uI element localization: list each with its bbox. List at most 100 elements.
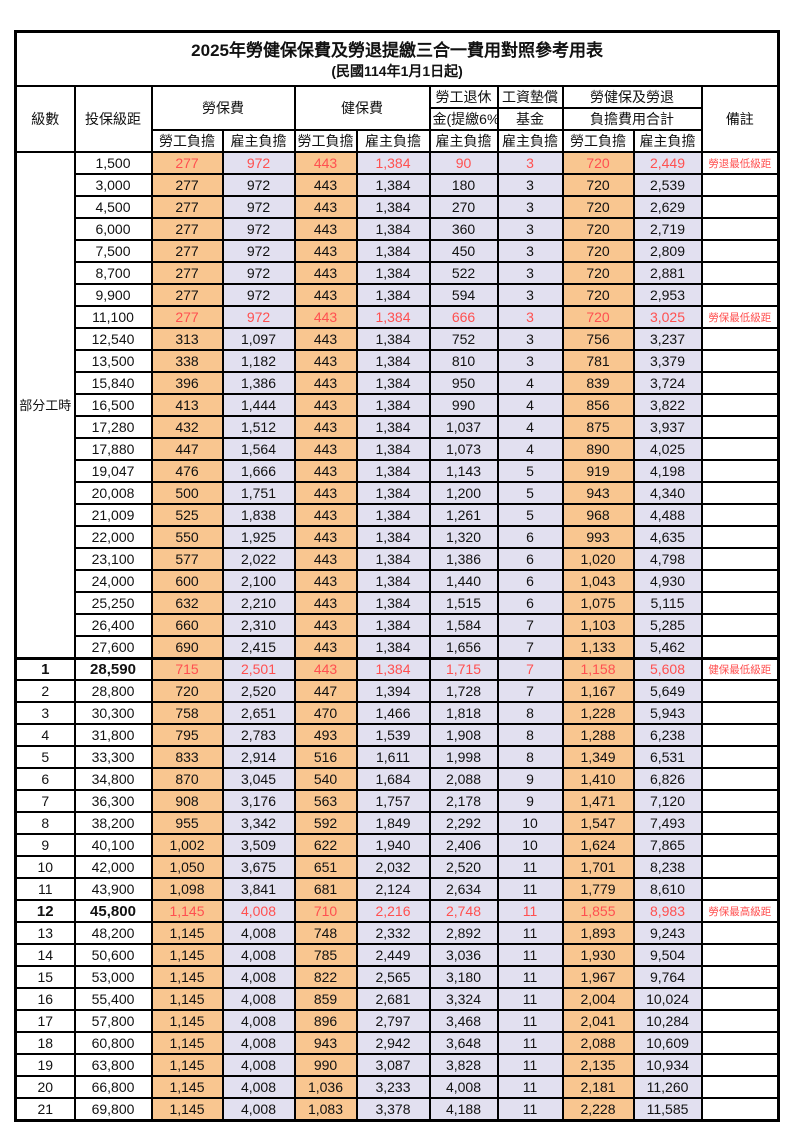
value-cell: 972 (221, 217, 296, 241)
value-cell: 1,228 (561, 701, 635, 725)
bracket-cell: 34,800 (73, 767, 153, 791)
value-cell: 9 (496, 767, 564, 791)
table-row: 11 43,900 1,098 3,841 681 2,124 2,634 11 1,779 8,… (14, 877, 780, 901)
value-cell: 3,468 (428, 1009, 499, 1033)
value-cell: 6 (496, 547, 564, 571)
value-cell: 8 (496, 723, 564, 747)
value-cell: 277 (150, 151, 224, 175)
table-row: 16,500 413 1,444 443 1,384 990 4 856 3,822 (16, 393, 780, 417)
value-cell: 968 (561, 503, 635, 527)
value-cell: 1,512 (221, 415, 296, 439)
value-cell: 1,384 (355, 613, 431, 637)
value-cell: 3 (496, 195, 564, 219)
table-row: 17 57,800 1,145 4,008 896 2,797 3,468 11 2,041 10… (14, 1009, 780, 1033)
value-cell: 943 (561, 481, 635, 505)
value-cell: 870 (150, 767, 224, 791)
value-cell: 1,539 (355, 723, 431, 747)
value-cell: 8 (496, 745, 564, 769)
bracket-cell: 40,100 (73, 833, 153, 857)
remark-cell (700, 327, 780, 351)
table-row: 7,500 277 972 443 1,384 450 3 720 2,809 (16, 239, 780, 263)
value-cell: 1,098 (150, 877, 224, 901)
table-body: 部分工時 1,500 277 972 443 1,384 90 3 720 2,449 勞退最低級距… (14, 151, 780, 1121)
value-cell: 1,073 (428, 437, 499, 461)
value-cell: 1,656 (428, 635, 499, 659)
value-cell: 447 (293, 679, 358, 703)
value-cell: 7 (496, 679, 564, 703)
level-cell: 17 (14, 1009, 76, 1033)
header-wage-fund-line2: 基金 (496, 107, 564, 131)
value-cell: 1,666 (221, 459, 296, 483)
value-cell: 993 (561, 525, 635, 549)
remark-cell (700, 745, 780, 769)
value-cell: 3,176 (221, 789, 296, 813)
value-cell: 1,471 (561, 789, 635, 813)
level-cell: 2 (14, 679, 76, 703)
value-cell: 972 (221, 261, 296, 285)
table-row: 6 34,800 870 3,045 540 1,684 2,088 9 1,410 6,826 (14, 767, 780, 791)
value-cell: 577 (150, 547, 224, 571)
value-cell: 10,934 (632, 1053, 703, 1077)
value-cell: 4,198 (632, 459, 703, 483)
value-cell: 1,624 (561, 833, 635, 857)
value-cell: 1,384 (355, 635, 431, 659)
remark-cell (700, 723, 780, 747)
table-row: 10 42,000 1,050 3,675 651 2,032 2,520 11 1,701 8,… (14, 855, 780, 879)
value-cell: 1,893 (561, 921, 635, 945)
value-cell: 2,228 (561, 1097, 635, 1121)
value-cell: 11 (496, 1009, 564, 1033)
value-cell: 758 (150, 701, 224, 725)
table-row: 部分工時 1,500 277 972 443 1,384 90 3 720 2,449 勞退最低級距 (14, 151, 780, 659)
value-cell: 277 (150, 173, 224, 197)
subheader-health-employer: 雇主負擔 (355, 129, 431, 153)
remark-cell (700, 239, 780, 263)
value-cell: 1,097 (221, 327, 296, 351)
value-cell: 3 (496, 305, 564, 329)
level-cell: 7 (14, 789, 76, 813)
header-level: 級數 (14, 85, 76, 153)
value-cell: 443 (293, 525, 358, 549)
value-cell: 11 (496, 943, 564, 967)
value-cell: 443 (293, 415, 358, 439)
value-cell: 972 (221, 239, 296, 263)
value-cell: 1,547 (561, 811, 635, 835)
bracket-cell: 11,100 (73, 305, 153, 329)
value-cell: 4,008 (221, 943, 296, 967)
value-cell: 3 (496, 239, 564, 263)
remark-cell (700, 525, 780, 549)
table-row: 5 33,300 833 2,914 516 1,611 1,998 8 1,349 6,531 (14, 745, 780, 769)
value-cell: 990 (293, 1053, 358, 1077)
level-cell: 15 (14, 965, 76, 989)
value-cell: 1,143 (428, 459, 499, 483)
header-bracket: 投保級距 (73, 85, 153, 153)
table-row: 3 30,300 758 2,651 470 1,466 1,818 8 1,228 5,943 (14, 701, 780, 725)
value-cell: 1,940 (355, 833, 431, 857)
bracket-cell: 4,500 (73, 195, 153, 219)
value-cell: 6 (496, 525, 564, 549)
table-row: 20 66,800 1,145 4,008 1,036 3,233 4,008 11 2,181… (14, 1075, 780, 1099)
value-cell: 1,701 (561, 855, 635, 879)
subheader-wage-fund-employer: 雇主負擔 (496, 129, 564, 153)
bracket-cell: 26,400 (73, 613, 153, 637)
value-cell: 443 (293, 591, 358, 615)
table-row: 26,400 660 2,310 443 1,384 1,584 7 1,103 5,285 (16, 613, 780, 637)
bracket-cell: 12,540 (73, 327, 153, 351)
value-cell: 859 (293, 987, 358, 1011)
value-cell: 6,826 (632, 767, 703, 791)
remark-cell (700, 547, 780, 571)
value-cell: 666 (428, 305, 499, 329)
level-cell: 1 (14, 656, 76, 681)
value-cell: 1,384 (355, 503, 431, 527)
header-row-group2: 金(提繳6%) 基金 負擔費用合計 (16, 107, 779, 131)
value-cell: 4,008 (221, 1075, 296, 1099)
table-row: 1 28,590 715 2,501 443 1,384 1,715 7 1,158 5,608 健… (14, 656, 780, 681)
value-cell: 2,100 (221, 569, 296, 593)
value-cell: 432 (150, 415, 224, 439)
value-cell: 4,008 (221, 921, 296, 945)
value-cell: 2,216 (355, 899, 431, 923)
value-cell: 3 (496, 349, 564, 373)
value-cell: 413 (150, 393, 224, 417)
remark-cell (700, 503, 780, 527)
subheader-total-employer: 雇主負擔 (632, 129, 703, 153)
value-cell: 9,504 (632, 943, 703, 967)
